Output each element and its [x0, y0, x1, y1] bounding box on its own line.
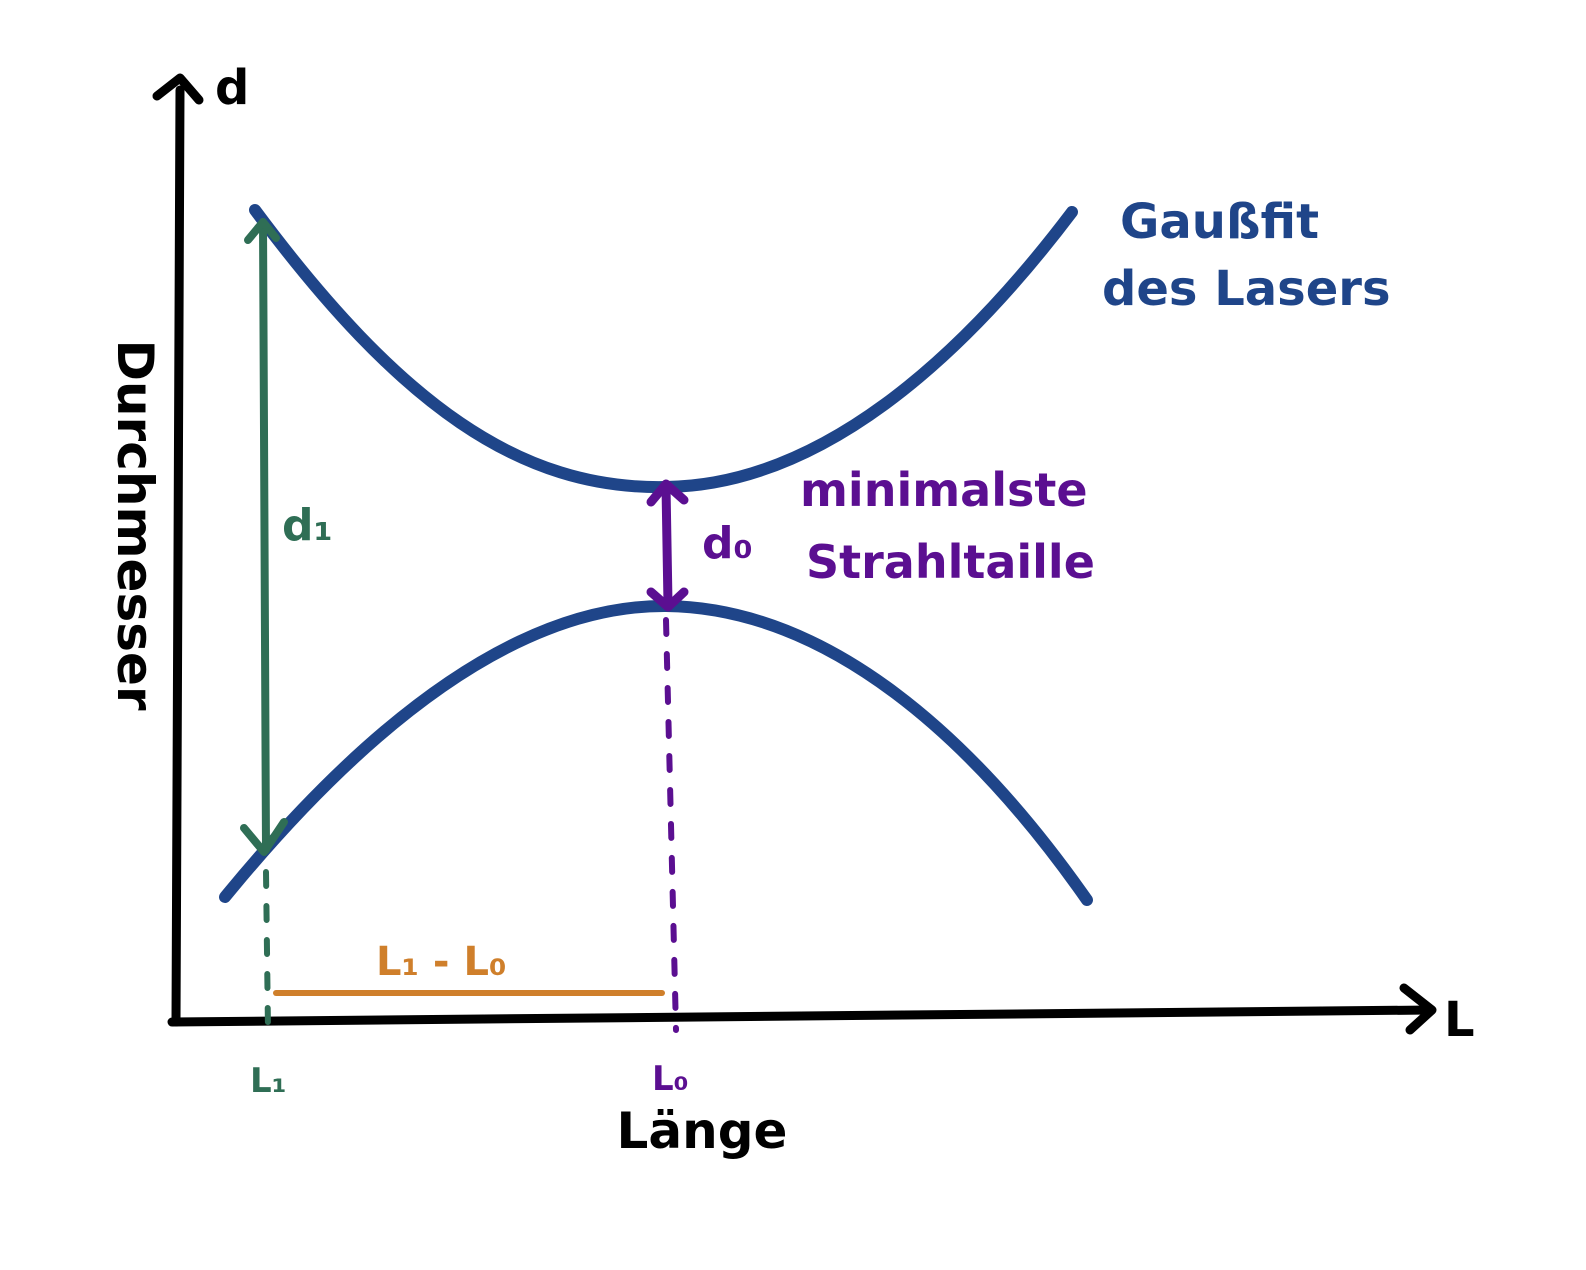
d1-label: d₁	[282, 500, 333, 551]
x-axis-arrowhead	[1399, 983, 1437, 1035]
axes	[152, 73, 1437, 1035]
x-axis-line	[167, 1005, 1435, 1027]
waist-label-line1: minimalste	[800, 463, 1088, 517]
d0-arrow-line	[661, 481, 673, 609]
d0-label: d₀	[702, 518, 753, 569]
d0-arrow	[646, 479, 689, 612]
L1-dashed-line	[263, 869, 271, 1033]
distance-label: L₁ - L₀	[376, 939, 506, 985]
y-axis-arrowhead	[152, 73, 204, 105]
curve-label-line1: Gaußfit	[1120, 194, 1319, 250]
waist-label-line2: Strahltaille	[806, 535, 1095, 589]
L0-dashed-line	[663, 617, 679, 1033]
d1-arrow	[240, 218, 288, 856]
L0-tick-label: L₀	[652, 1059, 689, 1099]
L1-tick-label: L₁	[250, 1061, 287, 1101]
x-axis-label: Länge	[617, 1102, 788, 1160]
y-axis-label: Durchmesser	[106, 339, 164, 710]
upper-envelope-curve	[249, 204, 1078, 494]
d0-arrowhead-bottom	[646, 587, 689, 612]
d0-arrowhead-top	[646, 479, 689, 507]
x-axis-symbol: L	[1444, 992, 1475, 1048]
y-axis-symbol: d	[215, 60, 249, 116]
d1-arrow-line	[259, 218, 270, 854]
d1-arrowhead-top	[244, 218, 280, 244]
lower-envelope-curve	[219, 599, 1093, 906]
curve-label-line2: des Lasers	[1102, 261, 1391, 317]
y-axis-line	[171, 85, 185, 1027]
d1-arrowhead-bottom	[240, 818, 288, 856]
